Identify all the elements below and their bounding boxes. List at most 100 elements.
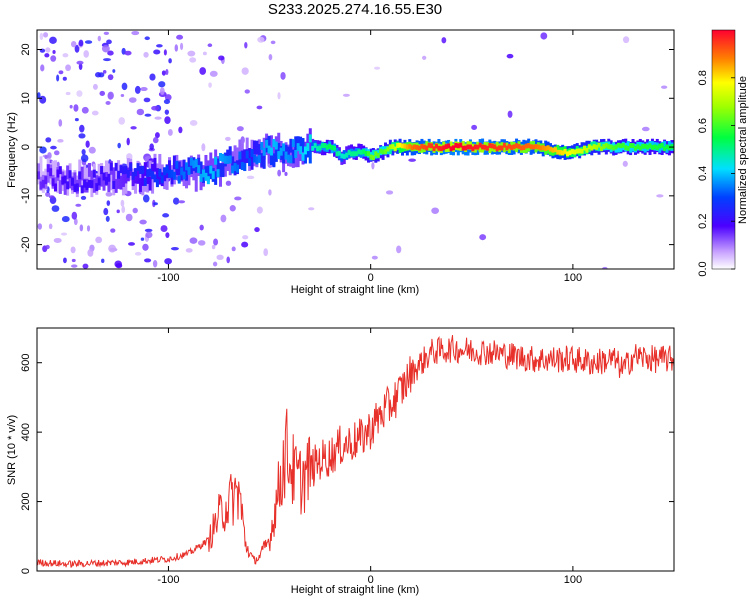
spectrogram-speckle-blob xyxy=(58,119,63,127)
spectrogram-ridge-cell xyxy=(160,175,164,184)
spectrogram-ridge-cell xyxy=(663,140,667,150)
spectrogram-ridge-cell xyxy=(641,143,645,149)
spectrogram-ridge-cell xyxy=(104,176,108,185)
spectrogram-ridge-cell xyxy=(114,179,118,193)
spectrogram-speckle-blob xyxy=(385,190,394,195)
x-tick-label: -100 xyxy=(157,574,179,586)
spectrogram-ridge-cell xyxy=(539,145,543,151)
spectrogram-ridge-cell xyxy=(667,145,671,151)
spectrogram-ridge-cell xyxy=(245,150,249,159)
spectrogram-ridge-cell xyxy=(279,147,283,156)
spectrogram-ridge-cell xyxy=(595,144,599,150)
spectrogram-speckle-blob xyxy=(139,219,147,225)
spectrogram-ridge-cell xyxy=(534,144,538,149)
spectrogram-speckle-blob xyxy=(73,218,78,226)
spectrogram-ridge-cell xyxy=(478,142,482,148)
spectrogram-speckle-blob xyxy=(105,101,111,105)
spectrogram-speckle-blob xyxy=(51,205,60,212)
spectrogram-speckle-blob xyxy=(95,236,103,244)
spectrogram-speckle-blob xyxy=(143,51,149,58)
spectrogram-speckle-blob xyxy=(236,126,244,132)
spectrogram-ridge-cell xyxy=(340,153,344,159)
spectrogram-speckle-blob xyxy=(189,237,198,244)
figure-title: S233.2025.274.16.55.E30 xyxy=(268,1,442,18)
colorbar-gradient xyxy=(712,30,735,269)
spectrogram-ridge xyxy=(37,128,674,198)
spectrogram-ridge-cell xyxy=(68,174,72,189)
spectrogram-speckle-blob xyxy=(50,55,57,62)
spectrogram-speckle-blob xyxy=(107,91,114,100)
spectrogram-ridge-cell xyxy=(507,143,511,149)
spectrogram-ridge-cell xyxy=(417,145,421,151)
spectrogram-ridge-cell xyxy=(277,151,281,160)
spectrogram-ridge-cell xyxy=(56,169,60,178)
x-tick-label: 100 xyxy=(564,272,582,284)
spectrogram-ridge-cell xyxy=(219,152,222,161)
spectrogram-ridge-cell xyxy=(386,146,390,152)
spectrogram-ridge-cell xyxy=(41,179,45,188)
spectrogram-ridge-cell xyxy=(303,146,307,155)
spectrogram-ridge-cell xyxy=(235,164,239,173)
spectrogram-speckle-blob xyxy=(128,242,135,246)
spectrogram-speckle-blob xyxy=(79,124,85,133)
spectrogram-ridge-cell xyxy=(177,175,181,184)
spectrogram-speckle-blob xyxy=(61,216,70,223)
spectrogram-ridge-cell xyxy=(498,145,502,151)
spectrogram-speckle-blob xyxy=(136,108,145,116)
spectrogram-speckle-blob xyxy=(189,57,197,63)
spectrogram-ridge-cell xyxy=(63,181,67,195)
spectrogram-speckle-blob xyxy=(37,92,41,99)
spectrogram-speckle-blob xyxy=(56,74,60,82)
spectrogram-speckle-blob xyxy=(65,91,71,96)
spectrogram-ridge-cell xyxy=(381,149,385,155)
spectrogram-speckle-blob xyxy=(121,205,126,214)
spectrogram-ridge-cell xyxy=(267,135,271,150)
spectrogram-speckle-blob xyxy=(103,58,111,62)
spectrogram-ridge-cell xyxy=(228,155,232,164)
spectrogram-speckle-blob xyxy=(44,53,50,58)
spectrogram-ridge-cell xyxy=(189,160,193,174)
spectrogram-ridge-cell xyxy=(655,145,659,151)
spectrogram-ridge-cell xyxy=(561,150,565,156)
spectrogram-speckle-blob xyxy=(144,228,153,233)
spectrogram-speckle-blob xyxy=(172,197,180,205)
spectrogram-ridge-cell xyxy=(238,139,242,162)
spectrogram-ridge-cell xyxy=(597,142,601,148)
spectrogram-speckle-blob xyxy=(506,53,514,59)
spectrogram-ridge-cell xyxy=(633,145,637,151)
spectrogram-ridge-cell xyxy=(311,145,315,151)
spectrogram-speckle-blob xyxy=(45,137,52,143)
spectrogram-x-ticks: -100 0 100 xyxy=(157,30,582,284)
spectrogram-speckle-blob xyxy=(216,254,224,261)
colorbar-label: Normalized spectral amplitude xyxy=(737,76,749,224)
spectrogram-ridge-cell xyxy=(46,164,50,173)
spectrogram-speckle-blob xyxy=(81,106,89,114)
spectrogram-ridge-cell xyxy=(291,149,295,164)
spectrogram-ridge-cell xyxy=(92,178,96,193)
spectrogram-ridge-cell xyxy=(359,149,363,155)
spectrogram-ridge-cell xyxy=(85,167,89,190)
spectrogram-ridge-cell xyxy=(260,141,264,150)
spectrogram-ridge-cell xyxy=(49,168,53,177)
snr-x-ticks: -100 0 100 xyxy=(157,328,582,586)
spectrogram-ridge-cell xyxy=(466,144,470,150)
spectrogram-speckle-blob xyxy=(56,161,60,168)
spectrogram-ridge-cell xyxy=(663,146,667,152)
spectrogram-ridge-cell xyxy=(114,162,118,171)
spectrogram-speckle-blob xyxy=(371,162,375,170)
spectrogram-speckle-blob xyxy=(167,128,173,136)
spectrogram-ridge-cell xyxy=(226,155,230,164)
spectrogram-ridge-cell xyxy=(51,178,55,187)
spectrogram-speckle-blob xyxy=(371,255,378,260)
spectrogram-speckle-blob xyxy=(84,40,93,44)
spectrogram-ridge-cell xyxy=(524,144,528,153)
spectrogram-ridge-cell xyxy=(112,167,116,182)
spectrogram-ridge-cell xyxy=(500,145,504,151)
spectrogram-ridge-cell xyxy=(66,181,70,190)
spectrogram-speckle-blob xyxy=(471,124,478,130)
spectrogram-speckle-blob xyxy=(268,53,273,61)
spectrogram-ridge-cell xyxy=(468,144,472,150)
spectrogram-speckle-blob xyxy=(106,39,112,45)
spectrogram-speckle-blob xyxy=(40,64,45,72)
spectrogram-speckle-blob xyxy=(57,138,64,143)
